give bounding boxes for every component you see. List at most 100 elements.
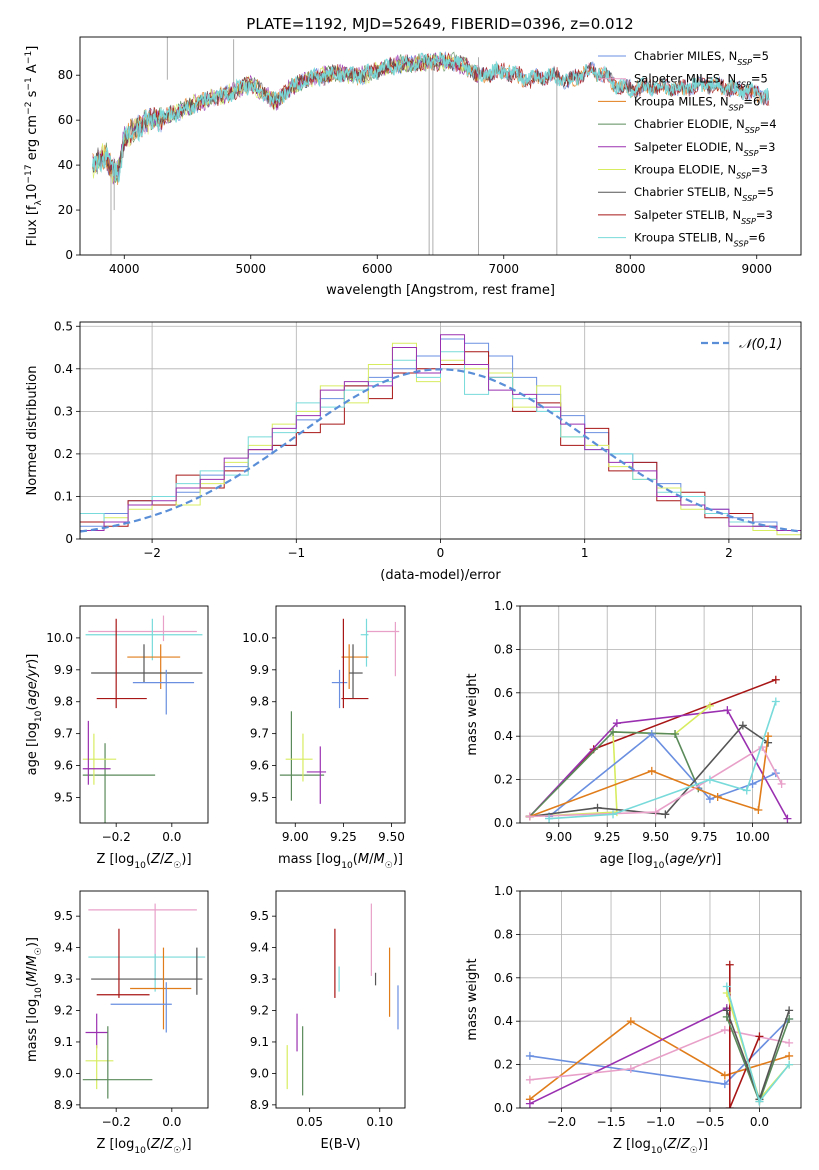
age-weight-panel: 9.00 9.25 9.50 9.75 10.00 0.0 0.2 0.4 0.6 0.8 1.0 a… (465, 599, 802, 871)
errorbar-point (85, 1045, 114, 1090)
weight-marker (720, 1025, 729, 1034)
weight-series (529, 1020, 790, 1100)
x-tick-label: −1 (287, 546, 305, 560)
errorbar-point (91, 947, 203, 995)
y-tick-label: 9.5 (250, 790, 269, 804)
x-tick-label: 8000 (615, 262, 646, 276)
y-tick-label: 0.8 (494, 642, 513, 656)
x-tick-label: 0 (437, 546, 445, 560)
x-tick-label: 9000 (741, 262, 772, 276)
weight-marker (720, 1071, 729, 1080)
y-tick-label: 60 (58, 113, 73, 127)
weight-marker (593, 803, 602, 812)
weight-marker (647, 730, 656, 739)
axes-frame (79, 890, 209, 1109)
plot-area (279, 618, 400, 804)
weight-marker (771, 675, 780, 684)
y-tick-label: 9.6 (250, 759, 269, 773)
y-tick-label: 1.0 (494, 884, 513, 898)
x-axis-label: Z [log10(Z/Z☉)] (96, 852, 191, 871)
weight-marker (525, 1099, 534, 1108)
plot-area (82, 903, 206, 1099)
figure-title: PLATE=1192, MJD=52649, FIBERID=0396, z=0… (246, 15, 633, 33)
x-tick-label: 10.00 (735, 830, 769, 844)
weight-marker (612, 719, 621, 728)
weight-marker (671, 730, 680, 739)
axes-frame (79, 605, 209, 824)
weight-series (729, 964, 761, 1108)
x-tick-label: 9.50 (378, 830, 405, 844)
y-tick-label: 9.5 (250, 909, 269, 923)
errorbar-point (88, 903, 197, 976)
errorbar-point (360, 618, 369, 667)
errorbar-point (366, 621, 400, 677)
axes-frame (519, 890, 802, 1109)
y-tick-label: 0.0 (494, 816, 513, 830)
weight-marker (725, 1104, 734, 1108)
x-tick-label: 7000 (488, 262, 519, 276)
errorbar-point (341, 618, 369, 709)
weight-marker (783, 814, 792, 823)
y-tick-label: 9.4 (54, 941, 73, 955)
plot-area (286, 903, 399, 1096)
x-tick-label: 0.0 (162, 830, 181, 844)
x-tick-label: 9.00 (282, 830, 309, 844)
axes-frame (79, 321, 802, 540)
y-axis-label: mass weight (465, 673, 480, 755)
legend-entry: Chabrier ELODIE, NSSP=4 (634, 117, 777, 135)
z-age-panel: −0.2 0.0 9.5 9.6 9.7 9.8 9.9 10.0 Z [log10(Z/Z☉)… (25, 605, 209, 871)
weight-marker (720, 1080, 729, 1089)
weight-marker (777, 779, 786, 788)
weight-marker (525, 1075, 534, 1084)
x-tick-label: 0.0 (162, 1115, 181, 1129)
y-tick-label: 9.9 (54, 663, 73, 677)
errorbar-point (85, 618, 203, 661)
legend-entry: Kroupa ELODIE, NSSP=3 (634, 163, 768, 181)
y-tick-label: 0.4 (54, 362, 73, 376)
weight-marker (647, 766, 656, 775)
errorbar-point (130, 947, 192, 1030)
spectrum-panel: 4000 5000 6000 7000 8000 9000 0 20 40 60 80 wavelen… (24, 36, 802, 298)
weight-marker (722, 982, 731, 991)
y-axis-label: mass [log10(M/M☉)] (25, 937, 44, 1062)
ebv-mass-panel: 0.05 0.10 8.9 9.0 9.1 9.2 9.3 9.4 9.5 E(B-V) (250, 890, 406, 1152)
x-tick-label: −2.0 (547, 1115, 576, 1129)
y-tick-label: 10.0 (46, 631, 73, 645)
legend-entry: Salpeter ELODIE, NSSP=3 (634, 140, 775, 158)
normal-curve (80, 368, 801, 533)
y-tick-label: 9.4 (250, 941, 269, 955)
y-tick-label: 9.1 (250, 1035, 269, 1049)
errorbar-point (110, 982, 172, 1033)
y-tick-label: 9.2 (250, 1004, 269, 1018)
weight-marker (626, 1064, 635, 1073)
y-tick-label: 0 (65, 248, 73, 262)
x-tick-label: 5000 (235, 262, 266, 276)
axes-frame (275, 605, 406, 824)
mass-age-panel: 9.00 9.25 9.50 9.5 9.6 9.7 9.8 9.9 10.0 mass [log… (242, 605, 406, 871)
y-tick-label: 80 (58, 68, 73, 82)
x-tick-label: 9.25 (594, 830, 621, 844)
y-tick-label: 0.4 (494, 1014, 513, 1028)
y-tick-label: 9.8 (250, 695, 269, 709)
errorbar-point (96, 618, 147, 709)
y-tick-label: 0.2 (494, 773, 513, 787)
errorbar-point (279, 711, 325, 801)
weight-marker (755, 1032, 764, 1041)
weight-marker (705, 701, 714, 710)
weight-series (529, 736, 769, 818)
y-tick-label: 9.1 (54, 1035, 73, 1049)
y-tick-label: 9.0 (54, 1066, 73, 1080)
y-tick-label: 9.6 (54, 759, 73, 773)
legend-entry: Chabrier STELIB, NSSP=5 (634, 185, 774, 203)
histogram-series (80, 334, 801, 539)
y-tick-label: 0.6 (494, 686, 513, 700)
x-tick-label: −0.2 (102, 1115, 131, 1129)
x-tick-label: 4000 (109, 262, 140, 276)
z-weight-panel: −2.0 −1.5 −1.0 −0.5 0.0 0.0 0.2 0.4 0.6 0.8 1.0 Z [… (465, 884, 802, 1156)
errorbar-point (285, 733, 313, 782)
y-tick-label: 8.9 (250, 1098, 269, 1112)
errorbar-point (341, 644, 369, 689)
errorbar-point (88, 953, 206, 992)
z-mass-panel: −0.2 0.0 8.9 9.0 9.1 9.2 9.3 9.4 9.5 Z [log10(Z/Z… (25, 890, 209, 1156)
